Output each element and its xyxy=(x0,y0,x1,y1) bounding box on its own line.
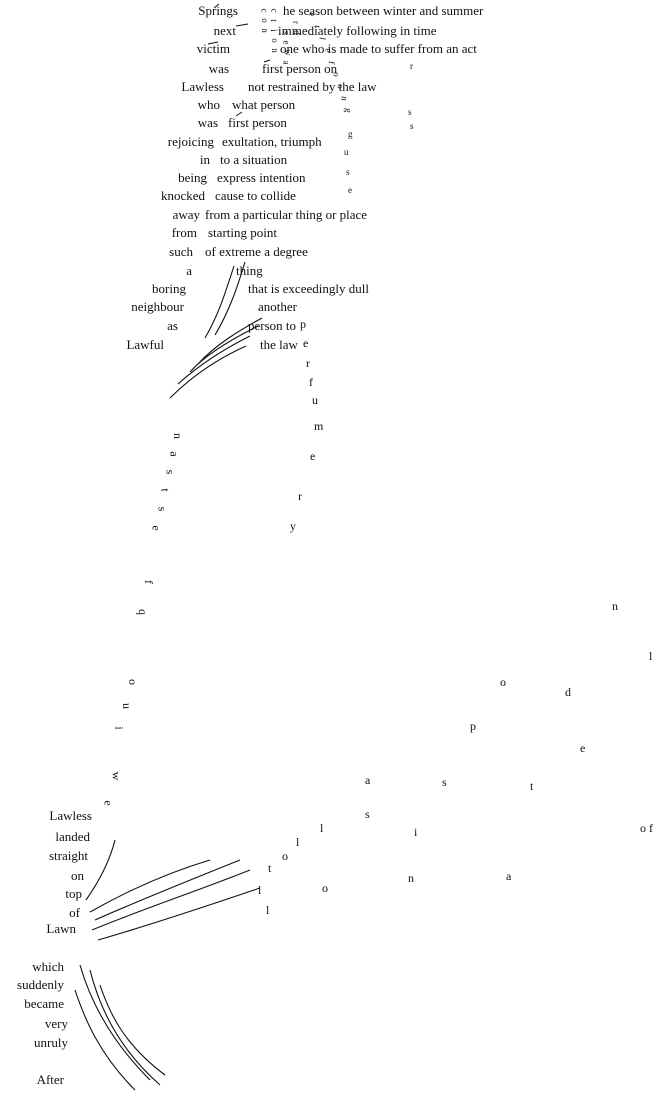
arc-letter: a xyxy=(365,773,371,787)
bottom-word-lawless: Lawless xyxy=(49,808,92,823)
definition-next: immediately following in time xyxy=(278,23,437,38)
arc-letter: p xyxy=(470,719,476,733)
left-word-as: as xyxy=(167,318,178,333)
definition-away: from a particular thing or place xyxy=(205,207,368,222)
left-word-knocked: knocked xyxy=(160,188,205,203)
left-word-neighbour: neighbour xyxy=(131,299,184,314)
left-word-away: away xyxy=(172,207,200,222)
left-word-who: who xyxy=(197,97,220,112)
left-word-next: next xyxy=(213,23,236,38)
arc-letter: i xyxy=(414,825,418,839)
definition-in: to a situation xyxy=(220,152,288,167)
definition-victim: one who is made to suffer from an act xyxy=(280,41,477,56)
left-word-being: being xyxy=(178,170,207,185)
swirl-letter: s xyxy=(410,121,414,131)
bottom-word-of: of xyxy=(69,905,80,920)
left-word-such: such xyxy=(169,244,193,259)
definition-rejoicing: exultation, triumph xyxy=(222,134,322,149)
bottom-word-unruly: unruly xyxy=(34,1035,68,1050)
trail-letter: e xyxy=(303,336,309,350)
definition-such: of extreme a degree xyxy=(205,244,308,259)
bottom-word-on: on xyxy=(71,868,84,883)
bottom-word-became: became xyxy=(24,996,64,1011)
left-word-springs: Springs xyxy=(198,3,238,18)
arc-letter: o xyxy=(500,675,506,689)
definition-lawless: not restrained by the law xyxy=(248,79,377,94)
trail-letter: r xyxy=(298,489,302,503)
trail-letter: m xyxy=(314,419,324,433)
trail-letter: y xyxy=(290,519,296,533)
definition-as: person to xyxy=(248,318,297,333)
arc-letter: o xyxy=(322,881,328,895)
arc-letter: n xyxy=(408,871,414,885)
trail-letter: p xyxy=(300,317,306,331)
trail-letter: r xyxy=(306,356,310,370)
definition-springs: he season between winter and summer xyxy=(283,3,484,18)
left-word-lawful: Lawful xyxy=(126,337,164,352)
definition-from: starting point xyxy=(208,225,277,240)
left-word-a: a xyxy=(186,263,192,278)
bottom-word-lawn: Lawn xyxy=(46,921,76,936)
bottom-word-which: which xyxy=(32,959,64,974)
definition-was-2: first person xyxy=(228,115,287,130)
swirl-letter: s xyxy=(346,167,350,177)
definition-a: thing xyxy=(236,263,263,278)
swirl-letter: u xyxy=(344,147,349,157)
definition-lawful: the law xyxy=(260,337,298,352)
bottom-word-after: After xyxy=(36,1072,64,1087)
left-word-victim: victim xyxy=(196,41,230,56)
arc-letter: l xyxy=(320,821,324,835)
arc-letter: s xyxy=(365,807,370,821)
swirl-letter: r xyxy=(410,61,413,71)
arc-letter: o xyxy=(282,849,288,863)
arc-letter: a xyxy=(506,869,512,883)
bottom-word-suddenly: suddenly xyxy=(17,977,64,992)
left-word-rejoicing: rejoicing xyxy=(167,134,214,149)
bottom-word-landed: landed xyxy=(55,829,90,844)
arc-letter: l xyxy=(258,883,262,897)
left-word-from: from xyxy=(171,225,197,240)
arc-letter: d xyxy=(565,685,571,699)
definition-was: first person on xyxy=(262,61,338,76)
left-word-boring: boring xyxy=(152,281,186,296)
arc-letter: n xyxy=(612,599,618,613)
left-word-was: was xyxy=(208,61,229,76)
swirl-letter: e xyxy=(348,185,352,195)
trail-letter: u xyxy=(312,393,318,407)
left-word-lawless: Lawless xyxy=(181,79,224,94)
definition-who: what person xyxy=(232,97,296,112)
definition-being: express intention xyxy=(217,170,306,185)
swirl-letter: g xyxy=(348,129,353,139)
arc-letter: o f xyxy=(640,821,653,835)
bottom-word-straight: straight xyxy=(49,848,88,863)
definition-boring: that is exceedingly dull xyxy=(248,281,369,296)
definition-knocked: cause to collide xyxy=(215,188,296,203)
arc-letter: e xyxy=(580,741,586,755)
left-word-was-2: was xyxy=(197,115,218,130)
bottom-word-top: top xyxy=(65,886,82,901)
swirl-letter: s xyxy=(408,107,412,117)
trail-letter: f xyxy=(309,375,313,389)
left-word-in: in xyxy=(199,152,210,167)
arc-letter: s xyxy=(442,775,447,789)
arc-letter: l xyxy=(649,649,653,663)
arc-letter: l xyxy=(266,903,270,917)
definition-neighbour: another xyxy=(258,299,297,314)
bottom-word-very: very xyxy=(44,1016,68,1031)
arc-letter: t xyxy=(530,779,534,793)
trail-letter: e xyxy=(310,449,316,463)
arc-letter: t xyxy=(268,861,272,875)
arc-letter: l xyxy=(296,835,300,849)
